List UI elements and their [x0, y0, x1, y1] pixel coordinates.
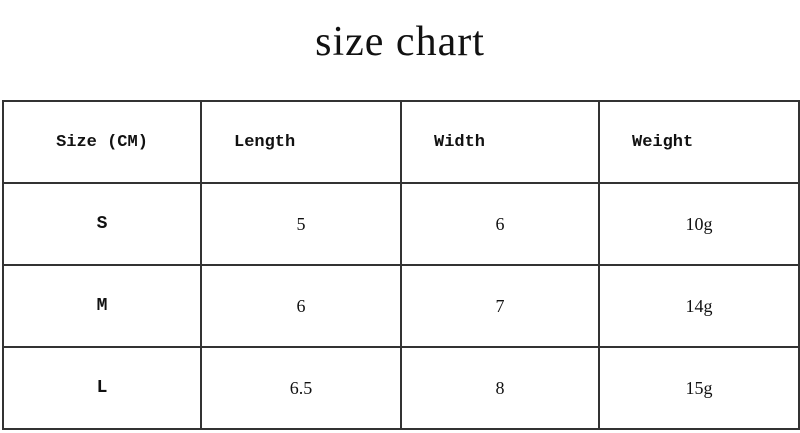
cell-width: 7 [400, 264, 600, 348]
size-table: Size (CM) Length Width Weight S 5 6 10g … [2, 100, 800, 430]
cell-weight: 14g [598, 264, 800, 348]
table-row: M 6 7 14g [2, 264, 800, 348]
cell-length: 5 [200, 182, 402, 266]
cell-weight: 15g [598, 346, 800, 430]
page-title: size chart [315, 19, 485, 65]
header-length: Length [200, 100, 402, 184]
header-weight: Weight [598, 100, 800, 184]
cell-length: 6 [200, 264, 402, 348]
table-row: S 5 6 10g [2, 182, 800, 266]
table-row: L 6.5 8 15g [2, 346, 800, 430]
cell-size: M [2, 264, 202, 348]
table-header-row: Size (CM) Length Width Weight [2, 100, 800, 184]
cell-width: 8 [400, 346, 600, 430]
header-size: Size (CM) [2, 100, 202, 184]
header-width: Width [400, 100, 600, 184]
cell-weight: 10g [598, 182, 800, 266]
cell-width: 6 [400, 182, 600, 266]
cell-size: S [2, 182, 202, 266]
cell-length: 6.5 [200, 346, 402, 430]
cell-size: L [2, 346, 202, 430]
